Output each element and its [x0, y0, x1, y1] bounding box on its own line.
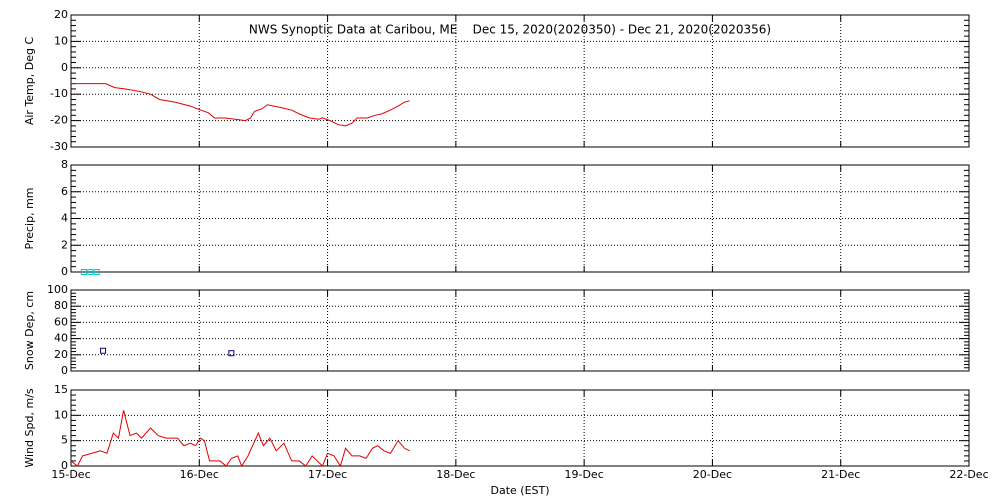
plot-frame — [70, 389, 970, 467]
y-tick-label: 8 — [61, 158, 68, 171]
y-axis-label: Precip, mm — [23, 188, 36, 250]
y-tick-label: -10 — [50, 87, 68, 100]
y-tick-label: 4 — [61, 212, 68, 225]
y-tick-label: 100 — [47, 283, 68, 296]
y-axis-label: Air Temp, Deg C — [23, 37, 36, 126]
plot-frame — [70, 14, 970, 148]
chart-title: NWS Synoptic Data at Caribou, ME Dec 15,… — [249, 23, 771, 37]
y-tick-label: 0 — [61, 459, 68, 472]
y-tick-label: 20 — [54, 8, 68, 21]
data-point — [228, 350, 235, 357]
y-tick-label: 0 — [61, 61, 68, 74]
plot-frame — [70, 289, 970, 372]
y-tick-label: 60 — [54, 315, 68, 328]
data-point — [80, 269, 87, 275]
y-tick-label: 6 — [61, 185, 68, 198]
x-tick-label: 19-Dec — [565, 468, 604, 481]
y-axis-label: Wind Spd, m/s — [23, 388, 36, 468]
x-tick-label: 20-Dec — [693, 468, 732, 481]
data-point — [87, 269, 94, 275]
data-point — [100, 347, 107, 354]
y-tick-label: 2 — [61, 238, 68, 251]
x-tick-label: 21-Dec — [821, 468, 860, 481]
y-tick-label: 15 — [54, 383, 68, 396]
y-tick-label: 10 — [54, 34, 68, 47]
x-tick-label: 22-Dec — [949, 468, 988, 481]
data-point — [93, 269, 100, 275]
data-line — [70, 410, 410, 468]
data-line — [71, 83, 410, 127]
plot-frame — [70, 164, 970, 273]
y-tick-label: 0 — [61, 265, 68, 278]
x-axis-label: Date (EST) — [490, 484, 549, 497]
y-tick-label: 20 — [54, 348, 68, 361]
y-tick-label: 5 — [61, 434, 68, 447]
y-tick-label: 0 — [61, 364, 68, 377]
y-tick-label: -20 — [50, 114, 68, 127]
y-tick-label: -30 — [50, 140, 68, 153]
y-axis-label: Snow Dep, cm — [23, 291, 36, 370]
y-tick-label: 80 — [54, 299, 68, 312]
x-tick-label: 17-Dec — [308, 468, 347, 481]
y-tick-label: 10 — [54, 408, 68, 421]
y-tick-label: 40 — [54, 332, 68, 345]
x-tick-label: 18-Dec — [436, 468, 475, 481]
x-tick-label: 16-Dec — [180, 468, 219, 481]
x-tick-label: 15-Dec — [51, 468, 90, 481]
